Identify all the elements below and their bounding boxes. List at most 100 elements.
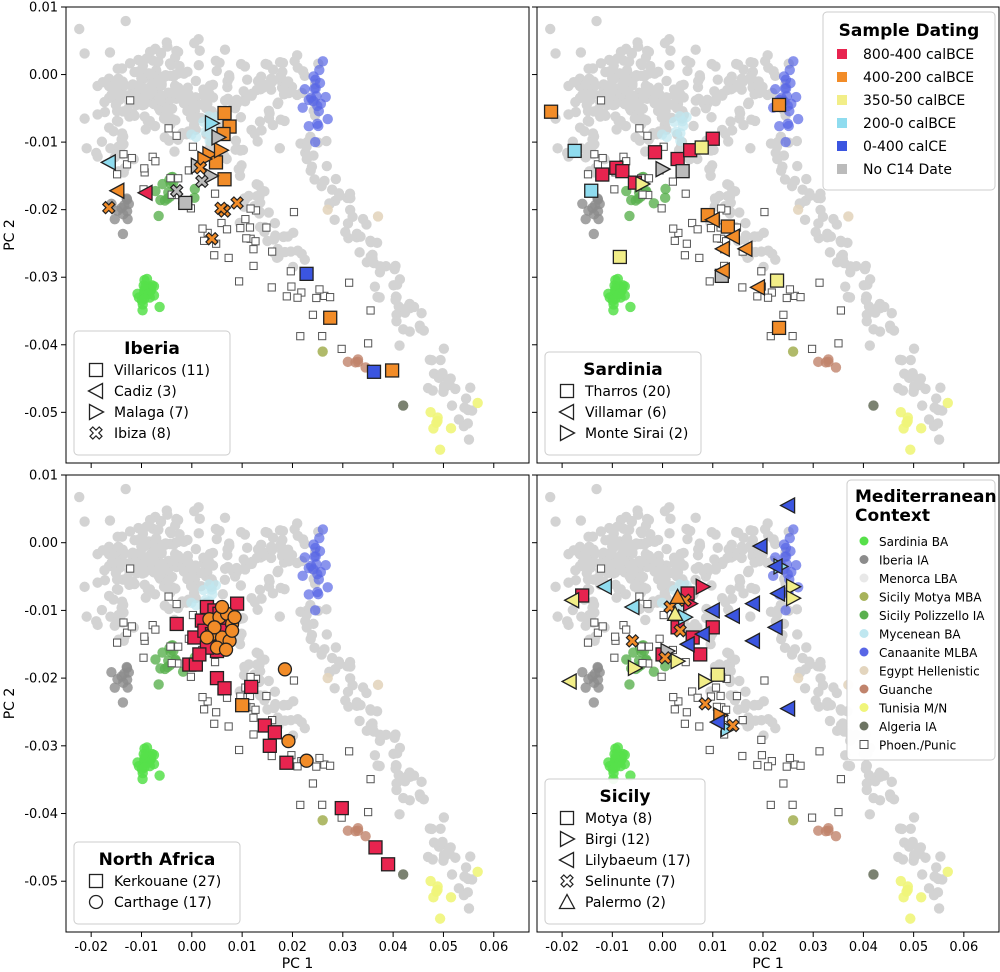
reference-point	[344, 188, 356, 199]
panel-sicily: -0.02 -0.01 0.00 0.01 0.02 0.03 0.04 0.05 0.06 PC…	[532, 474, 1000, 972]
reference-point	[462, 418, 474, 429]
reference-point	[288, 227, 299, 239]
reference-point	[310, 136, 321, 148]
reference-point	[658, 564, 669, 575]
reference-point	[435, 823, 446, 834]
data-point	[703, 601, 720, 619]
phoen-punic-point	[757, 735, 766, 744]
phoen-punic-point	[151, 625, 160, 634]
reference-point	[372, 760, 383, 771]
phoen-punic-point	[610, 185, 619, 194]
reference-point	[129, 66, 140, 78]
phoen-punic-point	[611, 632, 620, 641]
reference-point	[120, 483, 131, 495]
reference-point	[799, 214, 811, 226]
reference-point	[187, 96, 199, 107]
phoen-punic-point	[326, 293, 335, 302]
phoen-punic-point	[622, 625, 631, 634]
reference-point	[893, 851, 904, 863]
legend-marker	[88, 403, 105, 421]
reference-point	[91, 616, 102, 627]
y-tick-label: -0.01	[24, 604, 58, 619]
reference-point	[79, 113, 90, 124]
reference-point	[263, 573, 275, 585]
reference-point	[843, 211, 854, 222]
phoen-punic-point	[262, 223, 271, 232]
data-point	[595, 578, 612, 596]
reference-point	[577, 89, 588, 100]
reference-point	[610, 579, 621, 591]
reference-point	[568, 545, 579, 556]
reference-point	[723, 544, 734, 555]
reference-point	[154, 770, 165, 781]
legend-label: Tunisia M/N	[878, 702, 947, 716]
reference-point	[690, 563, 701, 574]
reference-point	[322, 113, 333, 125]
phoen-punic-point	[268, 247, 277, 256]
reference-point	[309, 174, 320, 185]
reference-point	[292, 245, 304, 256]
x-tick-label: -0.02	[545, 940, 579, 955]
reference-point	[238, 554, 249, 565]
reference-point	[611, 592, 622, 603]
reference-point	[372, 679, 384, 691]
reference-point	[595, 526, 607, 537]
reference-point	[292, 713, 304, 725]
reference-point	[665, 45, 676, 56]
reference-point	[178, 68, 190, 79]
reference-point	[905, 444, 916, 455]
phoen-punic-point	[598, 153, 607, 163]
reference-point	[810, 226, 821, 238]
reference-point	[920, 852, 931, 863]
reference-point	[239, 529, 251, 540]
reference-point	[172, 514, 184, 526]
reference-point	[198, 584, 209, 596]
reference-point	[321, 604, 332, 615]
phoen-punic-point	[126, 564, 135, 573]
reference-point	[815, 204, 826, 216]
phoen-punic-point	[717, 204, 726, 213]
phoen-punic-point	[590, 150, 599, 159]
legend-label: 200-0 calBCE	[863, 116, 956, 132]
reference-point	[787, 815, 799, 826]
reference-point	[593, 682, 604, 693]
data-point	[136, 184, 153, 202]
reference-point	[185, 112, 197, 123]
phoen-punic-point	[669, 693, 678, 702]
phoen-punic-point	[289, 676, 299, 685]
reference-point	[822, 697, 833, 708]
phoen-punic-point	[345, 278, 354, 287]
data-point	[244, 679, 259, 695]
legend-title-line: Context	[855, 506, 930, 526]
legend-label: No C14 Date	[863, 162, 952, 178]
reference-point	[907, 367, 918, 379]
reference-point	[178, 536, 190, 547]
reference-point	[725, 197, 736, 208]
data-point	[595, 167, 610, 182]
reference-point	[626, 95, 637, 106]
data-point	[204, 114, 221, 132]
legend-label: Mycenean BA	[879, 628, 961, 642]
legend-swatch	[837, 141, 847, 151]
reference-point	[398, 324, 409, 335]
reference-point	[791, 135, 803, 147]
reference-point	[357, 682, 369, 693]
reference-point	[725, 116, 736, 127]
phoen-punic-point	[622, 157, 631, 166]
reference-point	[198, 552, 209, 563]
phoen-punic-point	[681, 189, 690, 198]
data-point	[334, 800, 349, 816]
reference-point	[211, 533, 222, 545]
phoen-punic-point	[753, 760, 762, 770]
reference-point	[241, 542, 253, 554]
reference-point	[754, 556, 765, 567]
legend-label: Algeria IA	[879, 720, 938, 734]
reference-point	[606, 72, 618, 84]
panel-iberia: 0.01 0.00 -0.01 -0.02 -0.03 -0.04 -0.05 PC 2 Ibe…	[2, 1, 530, 468]
reference-point	[661, 543, 672, 555]
reference-point	[737, 76, 749, 87]
reference-point	[905, 913, 916, 924]
phoen-punic-point	[766, 332, 775, 341]
site-legend: North Africa Kerkouane (27) Carthage (17)	[73, 841, 241, 925]
reference-point	[277, 57, 289, 69]
